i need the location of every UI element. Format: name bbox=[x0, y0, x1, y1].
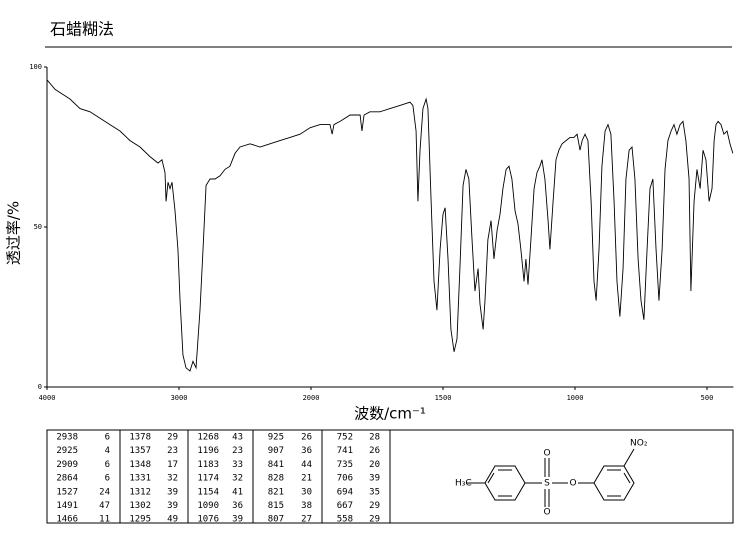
peak-transmittance: 39 bbox=[167, 487, 178, 497]
peak-transmittance: 26 bbox=[301, 433, 312, 443]
peak-transmittance: 49 bbox=[167, 515, 178, 525]
x-tick-label: 4000 bbox=[39, 394, 56, 402]
peak-wavenumber: 821 bbox=[268, 487, 284, 497]
peak-transmittance: 47 bbox=[99, 501, 110, 511]
peak-transmittance: 6 bbox=[105, 433, 110, 443]
peak-transmittance: 6 bbox=[105, 460, 110, 470]
y-tick-label: 0 bbox=[38, 383, 42, 391]
peak-wavenumber: 1312 bbox=[129, 487, 151, 497]
peak-transmittance: 21 bbox=[301, 474, 312, 484]
peak-wavenumber: 2909 bbox=[56, 460, 78, 470]
peak-wavenumber: 1348 bbox=[129, 460, 151, 470]
peak-wavenumber: 815 bbox=[268, 501, 284, 511]
peak-transmittance: 4 bbox=[105, 446, 110, 456]
peak-wavenumber: 2864 bbox=[56, 474, 78, 484]
peak-wavenumber: 1196 bbox=[197, 446, 219, 456]
peak-transmittance: 17 bbox=[167, 460, 178, 470]
peak-wavenumber: 1295 bbox=[129, 515, 151, 525]
peak-transmittance: 23 bbox=[167, 446, 178, 456]
peak-transmittance: 43 bbox=[232, 433, 243, 443]
peak-transmittance: 33 bbox=[232, 460, 243, 470]
peak-transmittance: 32 bbox=[167, 474, 178, 484]
peak-transmittance: 29 bbox=[369, 515, 380, 525]
peak-transmittance: 36 bbox=[232, 501, 243, 511]
peak-transmittance: 23 bbox=[232, 446, 243, 456]
peak-wavenumber: 1357 bbox=[129, 446, 151, 456]
peak-transmittance: 24 bbox=[99, 487, 110, 497]
x-tick-label: 500 bbox=[701, 394, 714, 402]
peak-wavenumber: 1491 bbox=[56, 501, 78, 511]
peak-wavenumber: 741 bbox=[337, 446, 353, 456]
x-tick-label: 2000 bbox=[303, 394, 320, 402]
peak-wavenumber: 667 bbox=[337, 501, 353, 511]
bond bbox=[623, 448, 635, 467]
atom-label: O bbox=[543, 449, 550, 459]
peak-wavenumber: 907 bbox=[268, 446, 284, 456]
peak-wavenumber: 1174 bbox=[197, 474, 219, 484]
peak-transmittance: 39 bbox=[232, 515, 243, 525]
structure: H₃C S O O O NO₂ bbox=[455, 439, 648, 518]
y-axis-label: 透过率/% bbox=[5, 201, 23, 265]
atom-label: H₃C bbox=[455, 479, 472, 489]
peak-transmittance: 20 bbox=[369, 460, 380, 470]
peak-wavenumber: 828 bbox=[268, 474, 284, 484]
atom-label: O bbox=[569, 479, 576, 489]
x-tick-label: 1000 bbox=[567, 394, 584, 402]
peak-wavenumber: 1331 bbox=[129, 474, 151, 484]
peak-transmittance: 41 bbox=[232, 487, 243, 497]
spectrum-line bbox=[46, 79, 734, 372]
peak-transmittance: 36 bbox=[301, 446, 312, 456]
peak-transmittance: 35 bbox=[369, 487, 380, 497]
peak-transmittance: 38 bbox=[301, 501, 312, 511]
chart-title: 石蜡糊法 bbox=[50, 20, 114, 39]
peak-wavenumber: 694 bbox=[337, 487, 353, 497]
peak-wavenumber: 735 bbox=[337, 460, 353, 470]
peak-transmittance: 11 bbox=[99, 515, 110, 525]
peak-transmittance: 39 bbox=[369, 474, 380, 484]
x-tick-label: 3000 bbox=[171, 394, 188, 402]
bond bbox=[487, 472, 495, 484]
peak-transmittance: 26 bbox=[369, 446, 380, 456]
peak-transmittance: 39 bbox=[167, 501, 178, 511]
ring bbox=[484, 465, 526, 501]
y-tick-label: 100 bbox=[29, 63, 42, 71]
x-axis-label: 波数/cm⁻¹ bbox=[354, 405, 426, 423]
peak-transmittance: 27 bbox=[301, 515, 312, 525]
peak-wavenumber: 2925 bbox=[56, 446, 78, 456]
peak-wavenumber: 1527 bbox=[56, 487, 78, 497]
peak-transmittance: 30 bbox=[301, 487, 312, 497]
peak-wavenumber: 706 bbox=[337, 474, 353, 484]
peak-transmittance: 29 bbox=[167, 433, 178, 443]
peak-transmittance: 29 bbox=[369, 501, 380, 511]
peak-wavenumber: 1154 bbox=[197, 487, 219, 497]
bond bbox=[623, 472, 631, 484]
peak-wavenumber: 752 bbox=[337, 433, 353, 443]
atom-label: O bbox=[543, 508, 550, 518]
peak-wavenumber: 2938 bbox=[56, 433, 78, 443]
peak-wavenumber: 1302 bbox=[129, 501, 151, 511]
peak-wavenumber: 925 bbox=[268, 433, 284, 443]
peak-wavenumber: 1090 bbox=[197, 501, 219, 511]
peak-wavenumber: 807 bbox=[268, 515, 284, 525]
peak-transmittance: 6 bbox=[105, 474, 110, 484]
peak-wavenumber: 558 bbox=[337, 515, 353, 525]
peak-wavenumber: 1268 bbox=[197, 433, 219, 443]
peak-transmittance: 32 bbox=[232, 474, 243, 484]
atom-label: S bbox=[544, 479, 550, 489]
peak-transmittance: 44 bbox=[301, 460, 312, 470]
peak-wavenumber: 1076 bbox=[197, 515, 219, 525]
peak-wavenumber: 841 bbox=[268, 460, 284, 470]
peak-wavenumber: 1183 bbox=[197, 460, 219, 470]
peak-transmittance: 28 bbox=[369, 433, 380, 443]
ring bbox=[593, 465, 635, 501]
peak-wavenumber: 1378 bbox=[129, 433, 151, 443]
x-tick-label: 1500 bbox=[435, 394, 452, 402]
peak-wavenumber: 1466 bbox=[56, 515, 78, 525]
y-tick-label: 50 bbox=[34, 223, 42, 231]
atom-label: NO₂ bbox=[630, 439, 648, 449]
